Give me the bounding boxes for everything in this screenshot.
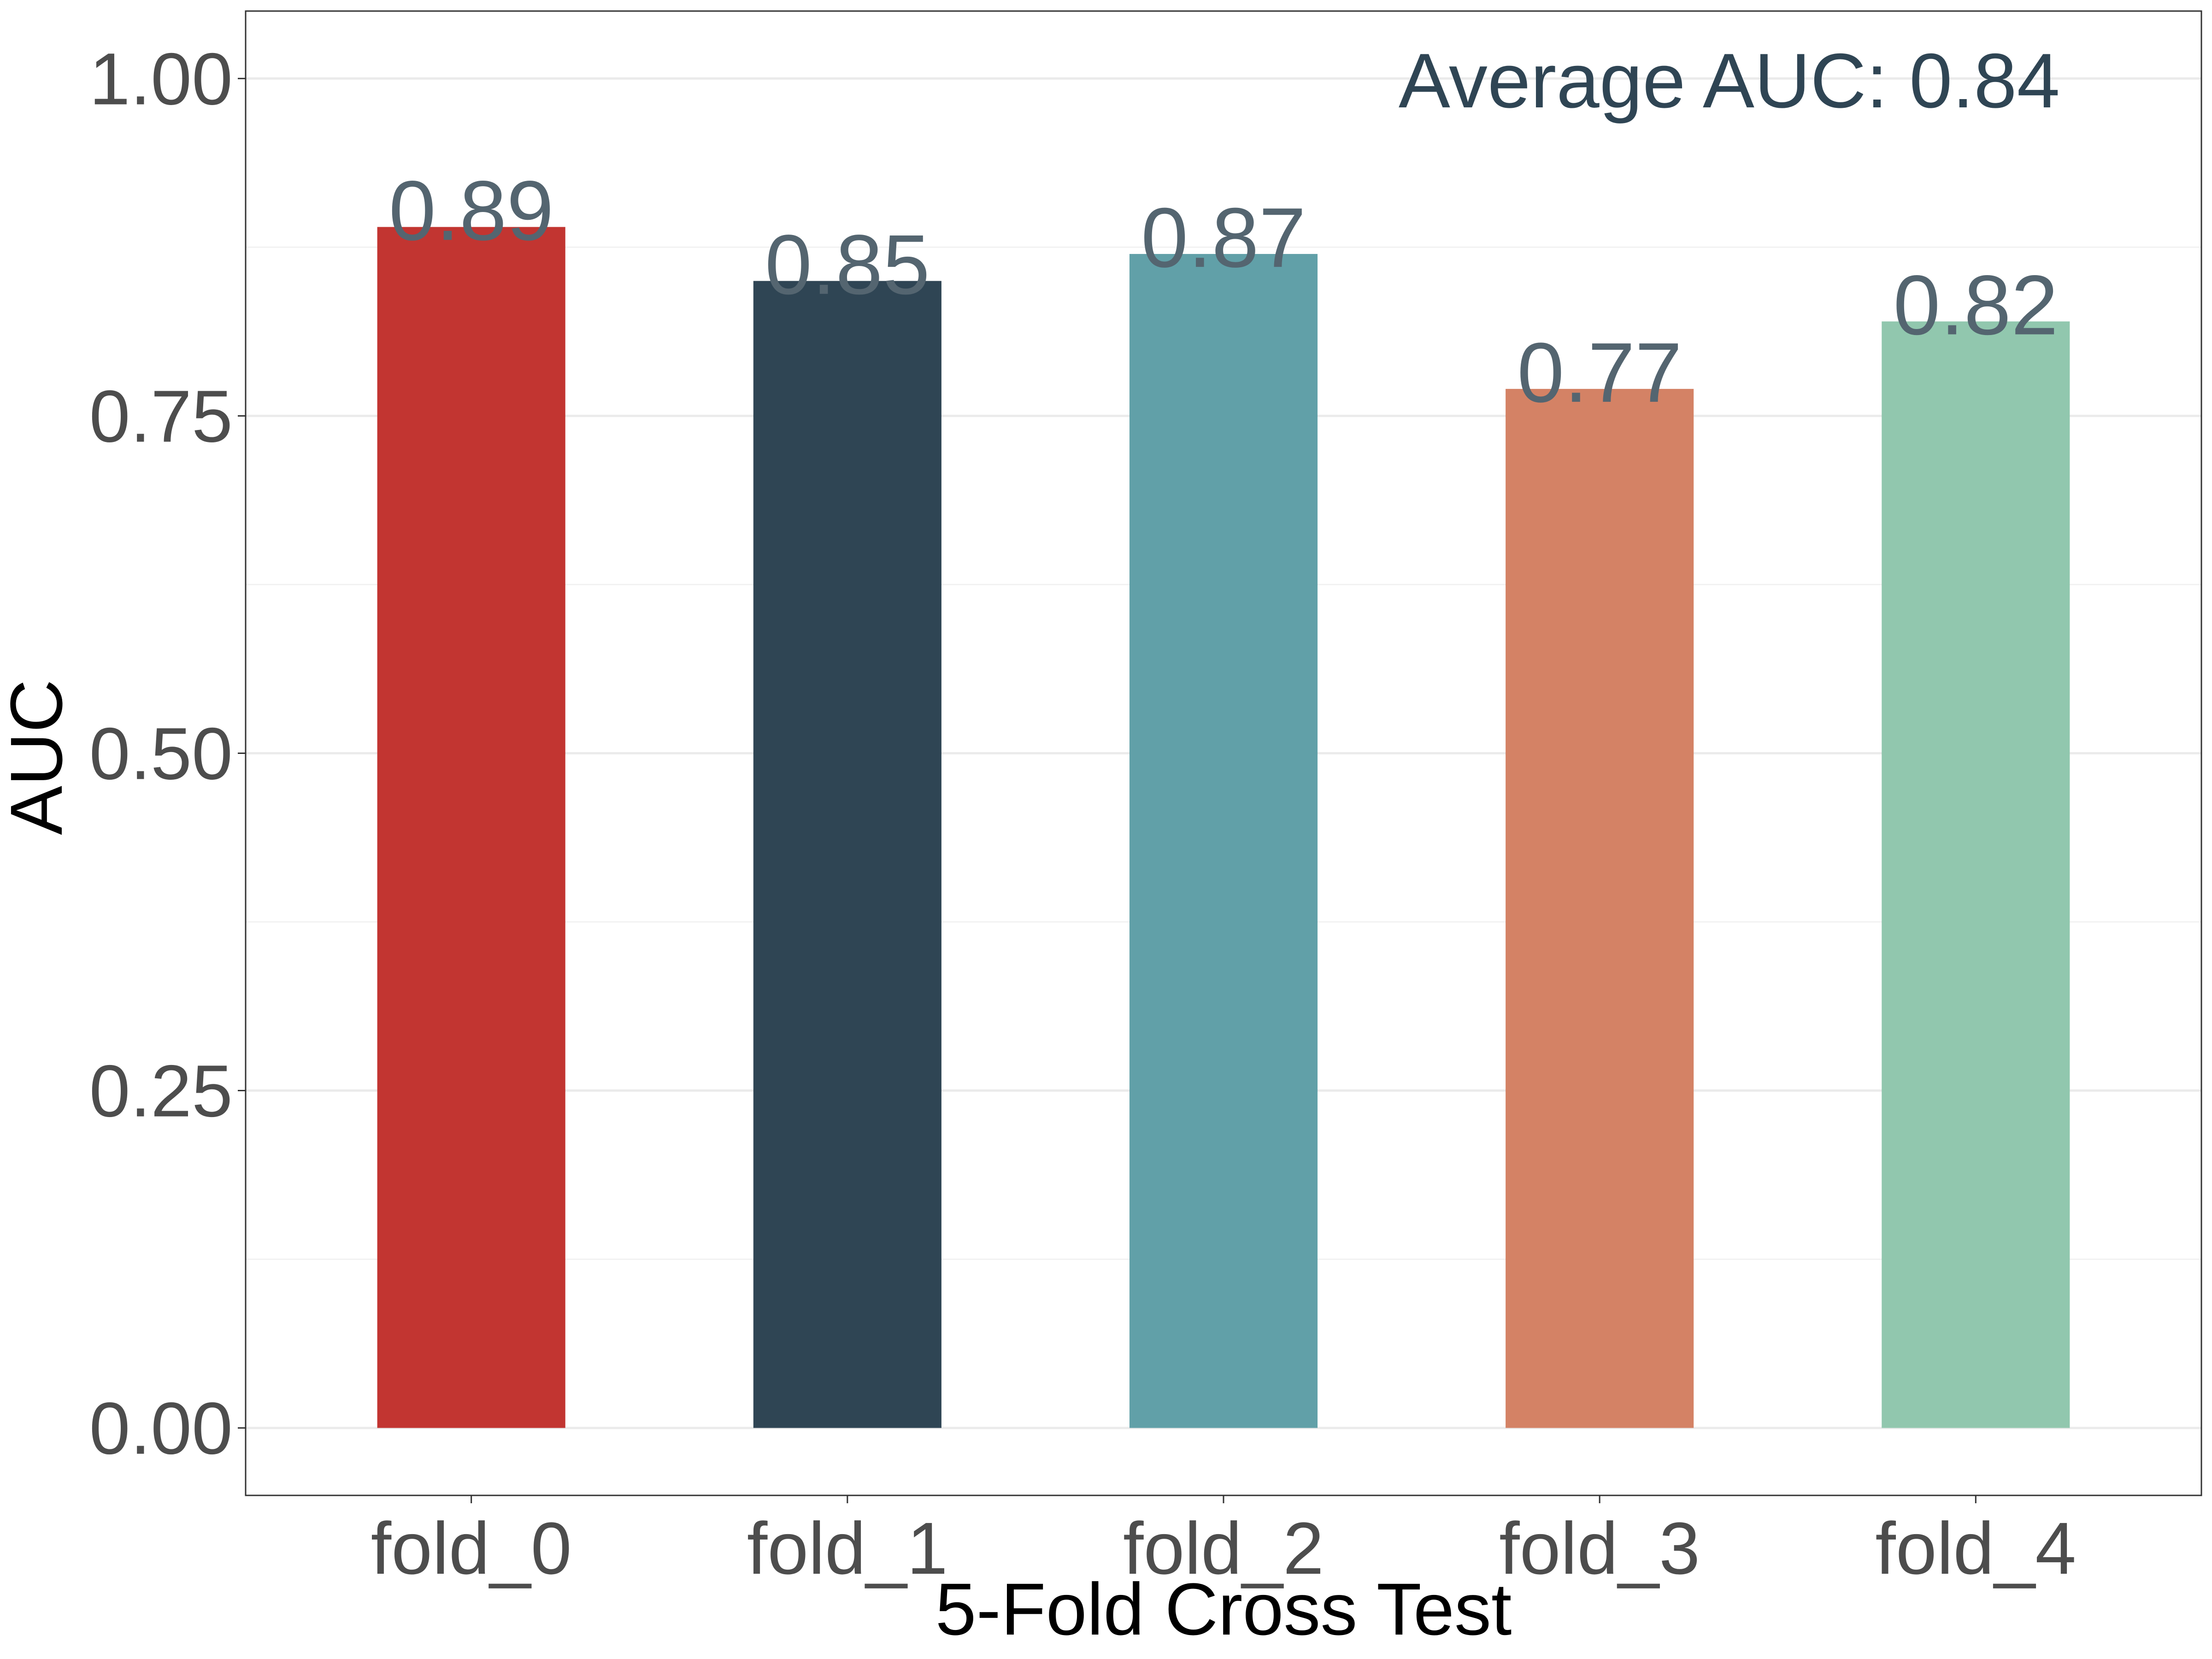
x-axis-ticks: fold_0 fold_1 fold_2 fold_3 fold_4 bbox=[371, 1495, 2076, 1589]
x-tick-label: fold_3 bbox=[1499, 1507, 1700, 1589]
bars-group bbox=[377, 227, 2070, 1428]
value-labels-group: 0.89 0.85 0.87 0.77 0.82 bbox=[389, 163, 2059, 420]
value-label-fold_0: 0.89 bbox=[389, 163, 554, 258]
y-tick-label: 0.25 bbox=[89, 1050, 233, 1132]
x-tick-label: fold_0 bbox=[371, 1507, 572, 1589]
y-axis-ticks: 0.00 0.25 0.50 0.75 1.00 bbox=[89, 37, 246, 1470]
y-tick-label: 0.50 bbox=[89, 712, 233, 795]
average-auc-annotation: Average AUC: 0.84 bbox=[1399, 37, 2060, 124]
x-axis-title: 5-Fold Cross Test bbox=[935, 1568, 1512, 1650]
value-label-fold_3: 0.77 bbox=[1517, 325, 1682, 420]
x-tick-label: fold_1 bbox=[747, 1507, 948, 1589]
y-tick-label: 1.00 bbox=[89, 37, 233, 120]
x-tick-label: fold_2 bbox=[1123, 1507, 1324, 1589]
value-label-fold_1: 0.85 bbox=[765, 217, 930, 312]
bar-fold_0 bbox=[377, 227, 565, 1428]
x-tick-label: fold_4 bbox=[1875, 1507, 2076, 1589]
bar-fold_4 bbox=[1882, 321, 2070, 1428]
y-tick-label: 0.00 bbox=[89, 1387, 233, 1470]
y-axis-title: AUC bbox=[0, 679, 77, 835]
bar-fold_1 bbox=[753, 281, 941, 1428]
value-label-fold_4: 0.82 bbox=[1893, 257, 2058, 352]
bar-fold_3 bbox=[1506, 388, 1694, 1428]
value-label-fold_2: 0.87 bbox=[1141, 190, 1306, 285]
y-tick-label: 0.75 bbox=[89, 375, 233, 457]
bar-fold_2 bbox=[1129, 254, 1318, 1428]
